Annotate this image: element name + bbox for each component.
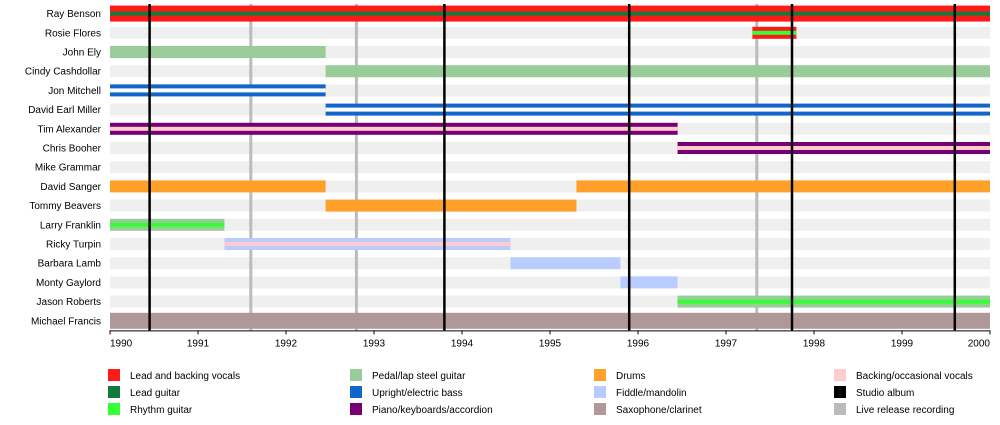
member-name-jason-roberts: Jason Roberts bbox=[37, 297, 101, 308]
legend-label-steel_guitar: Pedal/lap steel guitar bbox=[372, 371, 466, 382]
bar-stripe-rosie-flores-1 bbox=[752, 30, 797, 35]
bar-cindy-cashdollar-3 bbox=[325, 65, 991, 78]
member-name-cindy-cashdollar: Cindy Cashdollar bbox=[25, 67, 102, 78]
legend: Lead and backing vocals Lead guitar Rhythm… bbox=[108, 369, 973, 416]
bar-stripe-ricky-turpin-12 bbox=[224, 242, 511, 246]
legend-label-rhythm_guitar: Rhythm guitar bbox=[130, 405, 193, 416]
row-background-jon-mitchell bbox=[110, 84, 990, 97]
member-name-chris-booher: Chris Booher bbox=[43, 144, 102, 155]
x-tick-label-1992: 1992 bbox=[275, 338, 298, 349]
legend-swatch-fiddle bbox=[594, 386, 606, 398]
member-name-ray-benson: Ray Benson bbox=[47, 9, 101, 20]
x-tick-label-1991: 1991 bbox=[187, 338, 210, 349]
x-tick-label-2000: 2000 bbox=[968, 338, 991, 349]
member-name-tim-alexander: Tim Alexander bbox=[37, 124, 101, 135]
member-name-monty-gaylord: Monty Gaylord bbox=[36, 278, 101, 289]
legend-label-piano: Piano/keyboards/accordion bbox=[372, 405, 493, 416]
member-names: Ray Benson Rosie Flores John Ely Cindy Cash… bbox=[25, 9, 102, 327]
x-axis: 1990 1991 1992 1993 1994 1995 1996 1997 1998 1999… bbox=[109, 330, 991, 349]
row-background-mike-grammar bbox=[110, 161, 990, 174]
member-name-rosie-flores: Rosie Flores bbox=[45, 28, 101, 39]
legend-swatch-lead_guitar bbox=[108, 386, 120, 398]
legend-label-bass: Upright/electric bass bbox=[372, 388, 463, 399]
legend-swatch-piano bbox=[350, 403, 362, 415]
row-background-larry-franklin bbox=[110, 218, 990, 231]
studio-album-lines bbox=[148, 4, 957, 331]
bar-stripe-david-earl-miller-5 bbox=[325, 107, 991, 112]
member-name-ricky-turpin: Ricky Turpin bbox=[46, 240, 101, 251]
legend-label-sax: Saxophone/clarinet bbox=[616, 405, 702, 416]
bar-stripe-jason-roberts-15 bbox=[677, 299, 990, 304]
legend-swatch-studio_album bbox=[834, 386, 846, 398]
membership-bars bbox=[110, 5, 991, 329]
bar-stripe-jon-mitchell-4 bbox=[110, 88, 326, 93]
legend-label-fiddle: Fiddle/mandolin bbox=[616, 388, 687, 399]
legend-swatch-bass bbox=[350, 386, 362, 398]
legend-label-lead_guitar: Lead guitar bbox=[130, 388, 181, 399]
bar-david-sanger-9 bbox=[576, 180, 990, 193]
legend-swatch-steel_guitar bbox=[350, 369, 362, 381]
member-name-mike-grammar: Mike Grammar bbox=[35, 163, 102, 174]
x-tick-label-1998: 1998 bbox=[803, 338, 826, 349]
x-tick-label-1997: 1997 bbox=[715, 338, 738, 349]
bar-monty-gaylord-14 bbox=[620, 276, 678, 289]
bar-john-ely-2 bbox=[110, 46, 326, 58]
legend-swatch-lead_vocals bbox=[108, 369, 120, 381]
member-name-david-sanger: David Sanger bbox=[40, 182, 101, 193]
legend-swatch-sax bbox=[594, 403, 606, 415]
row-background-john-ely bbox=[110, 46, 990, 58]
member-name-tommy-beavers: Tommy Beavers bbox=[29, 201, 101, 212]
bar-stripe-ray-benson-0 bbox=[110, 11, 990, 16]
legend-label-studio_album: Studio album bbox=[856, 388, 914, 399]
bar-stripe-chris-booher-7 bbox=[677, 146, 990, 150]
legend-label-lead_vocals: Lead and backing vocals bbox=[130, 371, 240, 382]
bar-stripe-tim-alexander-6 bbox=[110, 126, 678, 131]
legend-label-backing_vocals: Backing/occasional vocals bbox=[856, 371, 973, 382]
legend-swatch-drums bbox=[594, 369, 606, 381]
x-tick-label-1999: 1999 bbox=[891, 338, 914, 349]
member-name-david-earl-miller: David Earl Miller bbox=[28, 105, 101, 116]
x-tick-label-1993: 1993 bbox=[363, 338, 386, 349]
legend-swatch-backing_vocals bbox=[834, 369, 846, 381]
x-tick-label-1990: 1990 bbox=[110, 338, 133, 349]
row-background-rosie-flores bbox=[110, 26, 990, 39]
bar-barbara-lamb-13 bbox=[510, 257, 621, 270]
member-name-larry-franklin: Larry Franklin bbox=[40, 220, 101, 231]
bar-david-sanger-8 bbox=[110, 180, 326, 193]
x-tick-label-1995: 1995 bbox=[539, 338, 562, 349]
live-release-lines bbox=[249, 4, 759, 331]
bar-tommy-beavers-10 bbox=[325, 199, 577, 212]
member-name-john-ely: John Ely bbox=[63, 48, 101, 59]
member-name-jon-mitchell: Jon Mitchell bbox=[48, 86, 101, 97]
row-background-monty-gaylord bbox=[110, 276, 990, 289]
legend-label-live_release: Live release recording bbox=[856, 405, 954, 416]
x-tick-label-1994: 1994 bbox=[451, 338, 474, 349]
legend-label-drums: Drums bbox=[616, 371, 645, 382]
legend-swatch-rhythm_guitar bbox=[108, 403, 120, 415]
member-name-michael-francis: Michael Francis bbox=[31, 316, 101, 327]
bar-stripe-larry-franklin-11 bbox=[110, 222, 225, 227]
legend-swatch-live_release bbox=[834, 403, 846, 415]
member-name-barbara-lamb: Barbara Lamb bbox=[38, 259, 102, 270]
bar-michael-francis-16 bbox=[110, 312, 990, 329]
x-tick-label-1996: 1996 bbox=[627, 338, 650, 349]
